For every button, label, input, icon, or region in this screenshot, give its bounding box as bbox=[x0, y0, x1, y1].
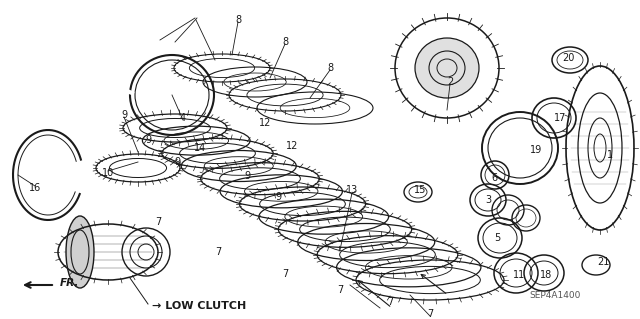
Text: 8: 8 bbox=[327, 63, 333, 73]
Text: 20: 20 bbox=[562, 53, 574, 63]
Ellipse shape bbox=[66, 216, 94, 288]
Text: 18: 18 bbox=[540, 270, 552, 280]
Text: 5: 5 bbox=[494, 233, 500, 243]
Text: FR.: FR. bbox=[60, 278, 79, 288]
Text: 16: 16 bbox=[29, 183, 41, 193]
Text: 14: 14 bbox=[194, 143, 206, 153]
Text: 7: 7 bbox=[387, 297, 393, 307]
Text: 4: 4 bbox=[180, 113, 186, 123]
Text: 10: 10 bbox=[102, 168, 114, 178]
Text: 3: 3 bbox=[485, 195, 491, 205]
Text: 8: 8 bbox=[282, 37, 288, 47]
Text: 11: 11 bbox=[513, 270, 525, 280]
Text: 8: 8 bbox=[235, 15, 241, 25]
Text: 19: 19 bbox=[530, 145, 542, 155]
Text: 6: 6 bbox=[491, 173, 497, 183]
Text: 7: 7 bbox=[337, 285, 343, 295]
Text: 9: 9 bbox=[174, 157, 180, 167]
Text: 7: 7 bbox=[155, 217, 161, 227]
Text: 21: 21 bbox=[597, 257, 609, 267]
Text: 2: 2 bbox=[447, 77, 453, 87]
Text: → LOW CLUTCH: → LOW CLUTCH bbox=[152, 301, 246, 311]
Text: 17: 17 bbox=[554, 113, 566, 123]
Text: 7: 7 bbox=[427, 309, 433, 319]
Text: 7: 7 bbox=[215, 247, 221, 257]
Text: SEP4A1400: SEP4A1400 bbox=[529, 292, 580, 300]
Text: 12: 12 bbox=[259, 118, 271, 128]
Text: 7: 7 bbox=[282, 269, 288, 279]
Text: 9: 9 bbox=[145, 135, 151, 145]
Ellipse shape bbox=[415, 38, 479, 98]
Text: 9: 9 bbox=[275, 192, 281, 202]
Text: 15: 15 bbox=[414, 185, 426, 195]
Text: 13: 13 bbox=[346, 185, 358, 195]
Text: 1: 1 bbox=[607, 150, 613, 160]
Text: 12: 12 bbox=[286, 141, 298, 151]
Text: 9: 9 bbox=[121, 110, 127, 120]
Text: 9: 9 bbox=[244, 171, 250, 181]
